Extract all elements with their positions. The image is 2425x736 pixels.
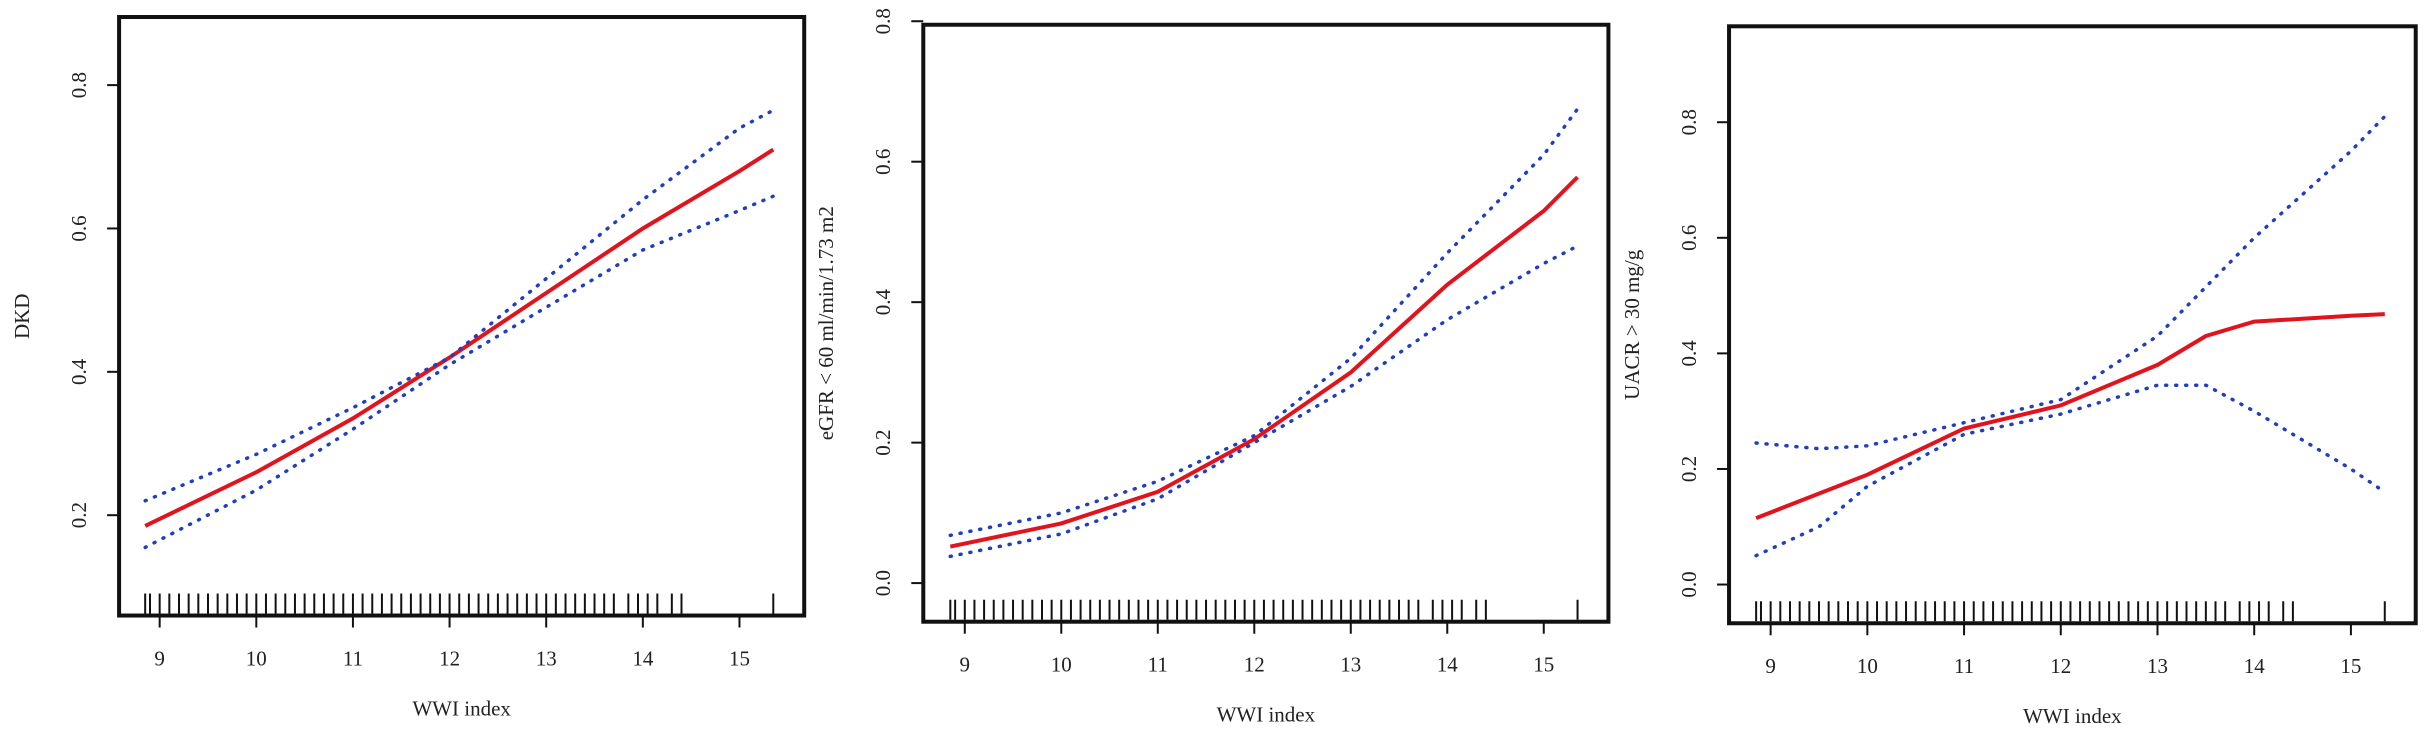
panel: 9 10 11 12 13 14 15 0.0 0.2 0.4 0.6 0.8 WWI index UAC… [1620, 24, 2418, 728]
y-tick-label: 0.8 [67, 72, 91, 98]
x-axis-label: WWI index [1217, 703, 1316, 727]
y-tick-label: 0.6 [67, 215, 91, 241]
x-tick-label: 9 [154, 646, 165, 670]
y-axis-label: UACR > 30 mg/g [1620, 249, 1644, 400]
y-tick-label: 0.4 [871, 289, 895, 316]
y-tick-label: 0.4 [67, 358, 91, 385]
x-tick-label: 13 [536, 646, 557, 670]
panel: 9 10 11 12 13 14 15 0.0 0.2 0.4 0.6 0.8 WWI index eGF… [814, 8, 1611, 727]
x-tick-label: 13 [1340, 653, 1361, 677]
x-tick-label: 12 [1244, 653, 1265, 677]
ci-line [948, 244, 1580, 559]
y-tick-label: 0.4 [1677, 340, 1701, 367]
x-tick-label: 14 [1437, 653, 1459, 677]
ci-line [948, 107, 1580, 538]
x-tick-label: 9 [1765, 654, 1776, 678]
fit-line [1755, 312, 2385, 520]
x-tick-label: 11 [1148, 653, 1168, 677]
ci-line [1754, 114, 2387, 451]
x-tick-label: 14 [632, 646, 654, 670]
ci-line [1754, 383, 2387, 558]
x-tick-label: 15 [1533, 653, 1554, 677]
plot-frame [117, 15, 807, 618]
y-tick-label: 0.8 [871, 8, 895, 34]
fit-line [144, 147, 775, 528]
plot-frame [1727, 24, 2418, 626]
x-tick-label: 11 [343, 646, 363, 670]
y-tick-label: 0.8 [1677, 109, 1701, 135]
y-tick-label: 0.2 [1677, 456, 1701, 482]
x-tick-label: 12 [2050, 654, 2071, 678]
x-axis-label: WWI index [2023, 704, 2122, 728]
fit-line [949, 175, 1579, 549]
y-tick-label: 0.0 [1677, 571, 1701, 597]
x-tick-label: 9 [960, 653, 971, 677]
y-tick-label: 0.6 [871, 149, 895, 175]
x-axis-label: WWI index [412, 696, 511, 720]
panel: 9 10 11 12 13 14 15 0.2 0.4 0.6 0.8 WWI index DKD [10, 15, 807, 720]
x-tick-label: 13 [2147, 654, 2168, 678]
x-tick-label: 12 [439, 646, 460, 670]
x-tick-label: 10 [1857, 654, 1878, 678]
y-tick-label: 0.2 [871, 429, 895, 455]
x-tick-label: 11 [1954, 654, 1974, 678]
y-axis-label: DKD [10, 294, 34, 340]
x-tick-label: 10 [246, 646, 267, 670]
x-tick-label: 14 [2244, 654, 2266, 678]
plot-frame [921, 22, 1611, 624]
y-tick-label: 0.0 [871, 570, 895, 596]
x-tick-label: 10 [1051, 653, 1072, 677]
x-tick-label: 15 [729, 646, 750, 670]
y-tick-label: 0.6 [1677, 225, 1701, 251]
y-tick-label: 0.2 [67, 502, 91, 528]
ci-line [143, 194, 776, 550]
y-axis-label: eGFR < 60 ml/min/1.73 m2 [814, 206, 838, 440]
x-tick-label: 15 [2340, 654, 2361, 678]
ci-line [143, 108, 776, 503]
